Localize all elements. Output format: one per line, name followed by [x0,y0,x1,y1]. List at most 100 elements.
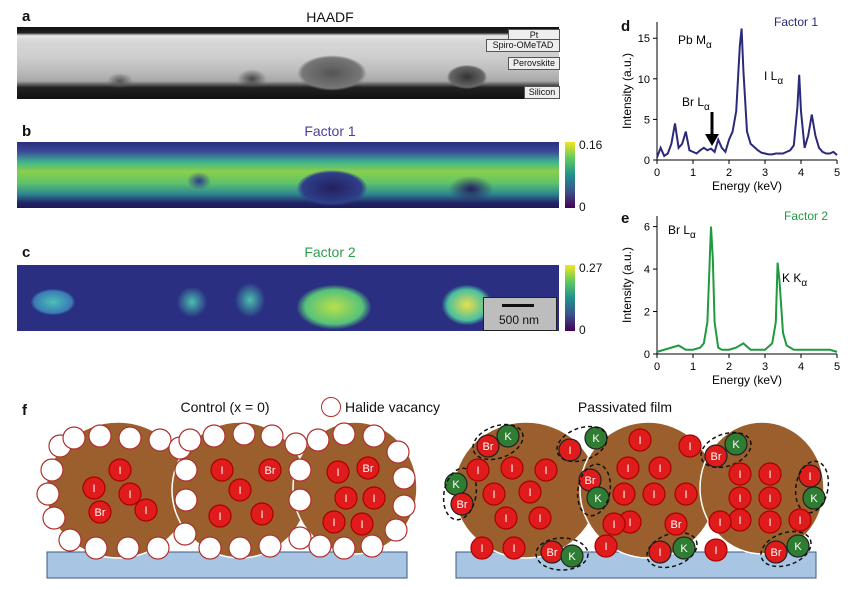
x-axis-label: Energy (keV) [712,373,782,387]
vacancy-icon [362,424,386,448]
ion-label: K [568,551,576,563]
vacancy-icon [332,422,356,446]
ion-label: I [504,513,507,525]
ion-I [134,498,158,522]
vacancy-icon [42,506,66,530]
ion-I [470,536,494,560]
ion-label: Br [265,465,276,477]
passivation-pair-outline [556,425,608,463]
y-tick-label: 5 [644,114,650,126]
ion-label: I [544,465,547,477]
vacancy-icon [62,426,86,450]
ion-label: I [612,519,615,531]
vacancy-icon [178,428,202,452]
vacancy-icon [386,440,410,464]
peak-annotation: Br Lα [682,95,710,113]
ion-Br [356,456,380,480]
ion-label: K [504,431,512,443]
ion-K [786,534,810,558]
ion-Br [450,492,474,516]
y-tick-label: 15 [638,33,650,45]
y-tick-label: 0 [644,349,650,361]
factor1-cbar-max: 0.16 [579,138,603,152]
y-tick-label: 2 [644,307,650,319]
vacancy-icon [306,428,330,452]
vacancy-icon [288,526,312,550]
panel-e-label: e [621,210,630,227]
vacancy-icon [332,536,356,560]
vacancy-icon [360,534,384,558]
ion-label: I [344,493,347,505]
panel-d-label: d [621,18,631,35]
x-tick-label: 2 [726,167,732,179]
ion-label: I [92,483,95,495]
ion-label: I [738,493,741,505]
x-tick-label: 5 [834,361,840,373]
ion-I [648,540,672,564]
ion-I [518,480,542,504]
ion-label: I [480,543,483,555]
x-tick-label: 3 [762,167,768,179]
ion-label: I [568,445,571,457]
ion-I [678,434,702,458]
ion-I [210,458,234,482]
passivation-pair-outline [442,467,478,521]
ion-label: I [622,489,625,501]
factor1-colorbar [565,142,575,208]
control-title: Control (x = 0) [180,399,270,415]
factor2-map [17,265,559,331]
ion-I [322,510,346,534]
vacancy-icon [174,488,198,512]
ion-label: I [658,463,661,475]
halide-vacancy-icon [321,397,341,417]
x-tick-label: 0 [654,167,660,179]
ion-I [118,482,142,506]
legend-halide-vacancy: Halide vacancy [345,399,440,415]
ion-Br [664,512,688,536]
ion-label: I [714,545,717,557]
spectrum-line [656,28,838,158]
ion-label: I [360,519,363,531]
ion-I [648,456,672,480]
ion-label: Br [95,507,106,519]
factor2-colorbar [565,265,575,331]
vacancy-icon [116,536,140,560]
vacancy-icon [284,432,308,456]
ion-Br [88,500,112,524]
ion-label: K [680,543,688,555]
ion-label: Br [671,519,682,531]
spectrum-line [656,226,838,353]
ion-label: I [658,547,661,559]
scalebar-box [483,297,557,331]
factor1-cbar-min: 0 [579,200,586,214]
ion-label: I [626,463,629,475]
ion-I [758,462,782,486]
ion-label: K [592,433,600,445]
vacancy-icon [288,458,312,482]
panel-c-label: c [22,244,31,261]
ion-I [758,510,782,534]
ion-I [674,482,698,506]
ion-I [82,476,106,500]
y-tick-label: 6 [644,222,650,234]
ion-label: I [768,469,771,481]
ion-label: I [768,517,771,529]
x-axis-label: Energy (keV) [712,179,782,193]
ion-label: I [220,465,223,477]
ion-label: K [810,493,818,505]
vacancy-icon [88,424,112,448]
ion-K [560,544,584,568]
ion-I [502,536,526,560]
passivation-pair-outline [472,423,524,461]
ion-I [108,458,132,482]
plot-title: Factor 1 [774,15,818,29]
ion-I [642,482,666,506]
vacancy-icon [202,424,226,448]
ion-I [534,458,558,482]
peak-annotation: Br Lα [668,223,696,241]
ion-label: Br [771,547,782,559]
peak-annotation: Pb Mα [678,33,712,51]
ion-label: I [528,487,531,499]
